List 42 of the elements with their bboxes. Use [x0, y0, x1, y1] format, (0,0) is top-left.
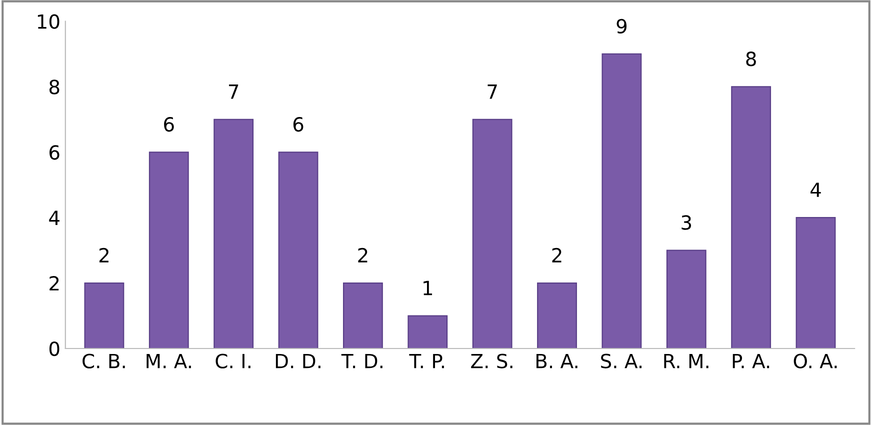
bar	[342, 282, 383, 348]
y-tick-label: 2	[50, 276, 59, 290]
bar	[408, 315, 448, 348]
y-tick-label: 6	[50, 145, 60, 160]
data-label: 8	[746, 52, 756, 66]
x-tick-label: C. B.	[82, 354, 125, 368]
data-label: 2	[552, 248, 562, 262]
bar	[148, 152, 189, 348]
x-tick-label: P. A.	[732, 354, 770, 368]
x-tick-label: R. M.	[664, 354, 708, 368]
data-label: 3	[682, 215, 692, 230]
data-label: 2	[358, 248, 368, 262]
y-tick-label: 10	[38, 14, 60, 29]
data-label: 6	[293, 117, 304, 132]
x-tick-label: S. A.	[601, 354, 642, 368]
bar	[214, 118, 254, 348]
data-label: 7	[488, 84, 497, 99]
bar	[278, 152, 318, 348]
x-tick-label: O. A.	[794, 354, 837, 368]
data-label: 4	[810, 182, 821, 197]
bar	[472, 118, 512, 348]
bar	[602, 53, 642, 348]
data-label: 2	[99, 248, 108, 262]
y-tick-label: 0	[49, 341, 60, 356]
bar	[666, 250, 706, 348]
x-tick-label: M. A.	[146, 354, 191, 368]
bar	[537, 282, 577, 348]
x-tick-label: T. P.	[409, 354, 444, 368]
data-label: 7	[228, 84, 238, 99]
y-tick-label: 4	[49, 210, 60, 225]
data-label: 6	[164, 117, 174, 132]
x-tick-label: Z. S.	[471, 354, 512, 368]
x-tick-label: D. D.	[276, 354, 320, 368]
x-tick-label: C. I.	[216, 354, 250, 368]
x-tick-label: B. A.	[536, 354, 578, 368]
bar	[796, 217, 836, 348]
data-label: 1	[424, 280, 432, 296]
data-label: 9	[616, 18, 627, 34]
bar	[731, 86, 772, 348]
bar	[84, 282, 124, 348]
x-tick-label: T. D.	[341, 354, 382, 368]
y-tick-label: 8	[49, 80, 60, 94]
